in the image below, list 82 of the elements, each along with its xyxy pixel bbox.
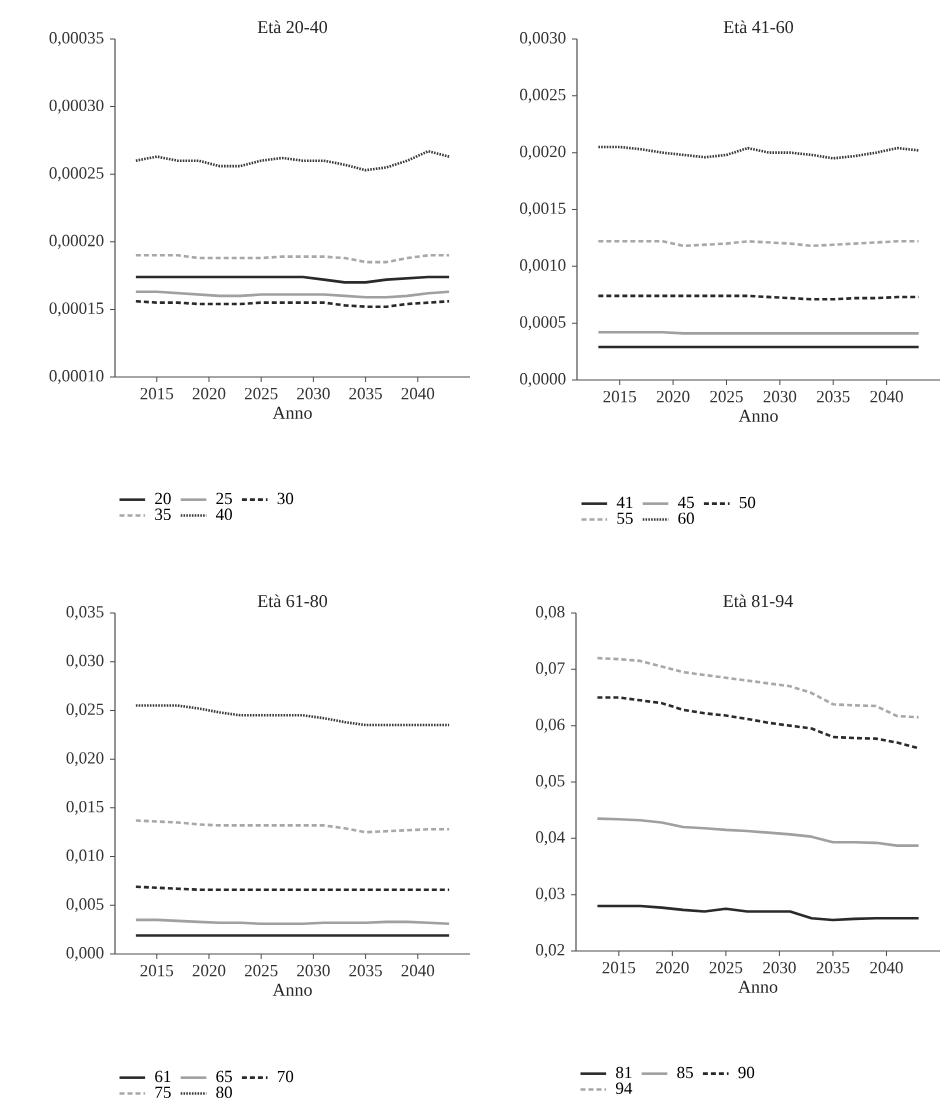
x-tick-label: 2015 <box>140 387 174 400</box>
x-tick-label: 2030 <box>297 387 330 400</box>
y-tick-label: 0,00010 <box>49 370 104 384</box>
legend-label: 80 <box>216 1086 232 1099</box>
x-tick-label: 2030 <box>297 964 330 977</box>
chart-title: Età 20-40 <box>257 20 328 34</box>
y-tick-label: 0,0010 <box>520 259 566 274</box>
legend-label: 25 <box>216 492 232 505</box>
y-tick-label: 0,0030 <box>520 32 566 46</box>
legend-label: 61 <box>155 1070 171 1083</box>
legend-label: 55 <box>617 512 633 524</box>
chart-title: Età 41-60 <box>723 20 794 34</box>
chart-title: Età 61-80 <box>257 594 328 608</box>
y-tick-label: 0,0015 <box>520 202 566 217</box>
x-tick-label: 2020 <box>192 964 226 977</box>
x-axis-title: Anno <box>272 406 312 419</box>
line-series <box>134 149 451 172</box>
legend-label: 30 <box>277 492 294 505</box>
x-tick-label: 2020 <box>656 961 689 974</box>
legend-label: 40 <box>215 508 232 521</box>
x-tick-label: 2040 <box>870 961 903 974</box>
x-tick-label: 2025 <box>709 961 743 974</box>
legend-label: 41 <box>616 496 633 508</box>
x-tick-label: 2030 <box>763 961 796 974</box>
x-axis-title: Anno <box>272 983 312 996</box>
y-tick-label: 0,0025 <box>520 88 566 103</box>
x-tick-label: 2040 <box>401 964 435 977</box>
y-tick-label: 0,03 <box>536 887 565 902</box>
y-tick-label: 0,07 <box>536 662 565 677</box>
legend-label: 75 <box>155 1086 171 1098</box>
legend-label: 94 <box>615 1082 633 1095</box>
x-tick-label: 2025 <box>244 387 278 400</box>
y-tick-label: 0,0005 <box>520 316 566 331</box>
legend-label: 60 <box>678 512 694 525</box>
y-tick-label: 0,010 <box>66 849 104 864</box>
y-tick-label: 0,08 <box>536 606 565 620</box>
x-tick-label: 2025 <box>244 964 278 977</box>
legend-label: 45 <box>677 496 694 509</box>
x-tick-label: 2020 <box>192 387 226 400</box>
legend-label: 90 <box>738 1066 755 1079</box>
x-tick-label: 2040 <box>870 390 903 403</box>
chart-title: Età 81-94 <box>723 594 793 608</box>
y-tick-label: 0,00015 <box>49 302 104 317</box>
x-tick-label: 2020 <box>656 390 690 403</box>
x-tick-label: 2035 <box>349 964 382 977</box>
y-tick-label: 0,05 <box>536 775 565 789</box>
x-tick-label: 2035 <box>816 961 850 974</box>
legend-label: 81 <box>616 1066 632 1079</box>
x-tick-label: 2025 <box>710 390 743 403</box>
x-tick-label: 2030 <box>763 390 797 403</box>
y-tick-label: 0,035 <box>66 606 104 620</box>
x-axis-title: Anno <box>738 980 778 993</box>
y-tick-label: 0,06 <box>536 718 565 733</box>
x-tick-label: 2035 <box>349 387 382 400</box>
y-tick-label: 0,030 <box>66 654 104 669</box>
x-tick-label: 2015 <box>140 964 174 977</box>
y-tick-label: 0,00020 <box>49 234 104 249</box>
line-series <box>596 656 920 719</box>
legend-label: 20 <box>155 492 171 505</box>
legend-label: 65 <box>216 1070 232 1083</box>
x-tick-label: 2015 <box>602 961 636 974</box>
y-tick-label: 0,0000 <box>520 373 566 387</box>
x-tick-label: 2035 <box>816 390 850 403</box>
x-axis-title: Anno <box>738 409 778 422</box>
line-series <box>597 145 920 160</box>
y-tick-label: 0,000 <box>66 947 104 961</box>
legend-label: 70 <box>277 1070 294 1083</box>
y-tick-label: 0,00035 <box>49 32 104 46</box>
y-tick-label: 0,02 <box>536 944 565 958</box>
y-tick-label: 0,0020 <box>520 145 566 160</box>
legend-label: 85 <box>677 1066 693 1079</box>
y-tick-label: 0,00030 <box>49 99 104 114</box>
legend-label: 50 <box>739 496 756 509</box>
y-tick-label: 0,025 <box>66 703 104 718</box>
y-tick-label: 0,005 <box>66 898 104 913</box>
legend-label: 35 <box>155 508 171 521</box>
y-tick-label: 0,00025 <box>49 167 104 182</box>
y-tick-label: 0,04 <box>536 831 565 846</box>
y-tick-label: 0,020 <box>66 752 104 767</box>
x-tick-label: 2015 <box>603 390 637 403</box>
y-tick-label: 0,015 <box>66 800 104 815</box>
x-tick-label: 2040 <box>401 387 435 400</box>
